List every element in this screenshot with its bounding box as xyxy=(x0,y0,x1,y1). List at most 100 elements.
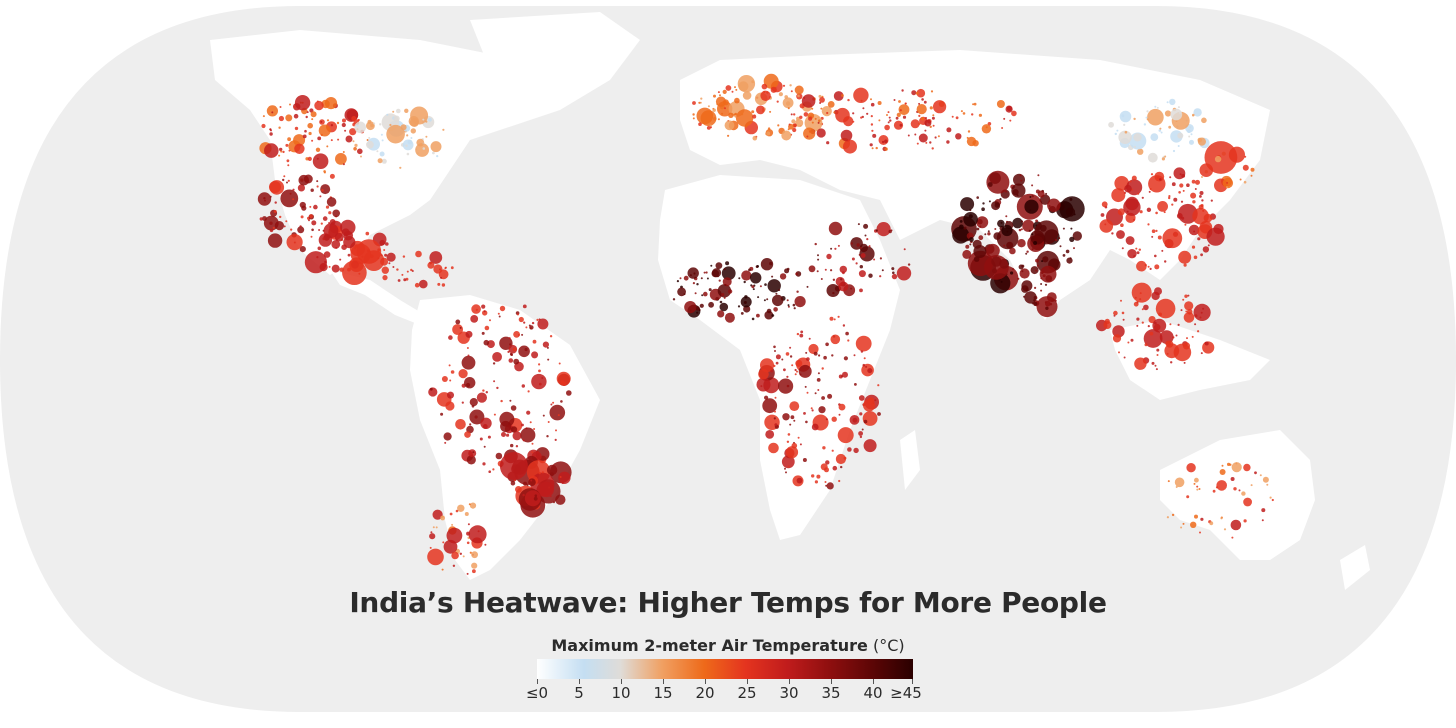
city-dot xyxy=(868,245,871,248)
city-dot xyxy=(1173,167,1186,180)
city-dot xyxy=(1020,220,1024,223)
city-dot xyxy=(878,119,881,122)
city-dot xyxy=(751,285,755,289)
city-dot xyxy=(760,385,763,388)
city-dot xyxy=(705,271,708,274)
city-dot xyxy=(1184,301,1194,311)
city-dot xyxy=(560,400,563,403)
city-dot xyxy=(752,114,757,119)
city-dot xyxy=(799,115,803,120)
city-dot xyxy=(328,211,332,215)
city-dot xyxy=(984,233,987,236)
city-dot xyxy=(1193,303,1211,321)
city-dot xyxy=(515,445,519,448)
legend-label: Maximum 2-meter Air Temperature (°C) xyxy=(0,636,1456,655)
city-dot xyxy=(972,103,975,106)
tick-label-35: 35 xyxy=(821,684,841,702)
city-dot xyxy=(472,569,476,574)
city-dot xyxy=(406,152,410,156)
city-dot xyxy=(365,231,370,236)
city-dot xyxy=(461,401,464,404)
city-dot xyxy=(767,127,771,130)
city-dot xyxy=(286,234,303,251)
city-dot xyxy=(406,134,409,137)
city-dot xyxy=(817,254,819,257)
city-dot xyxy=(806,285,809,288)
city-dot xyxy=(1145,116,1148,119)
city-dot xyxy=(433,264,443,274)
city-dot xyxy=(888,229,892,234)
city-dot xyxy=(500,399,503,403)
city-dot xyxy=(1196,485,1199,488)
city-dot xyxy=(269,180,285,195)
city-dot xyxy=(1137,148,1144,155)
tick-mark xyxy=(747,679,748,684)
city-dot xyxy=(1118,351,1120,354)
city-dot xyxy=(1154,254,1157,258)
city-dot xyxy=(1121,247,1124,250)
city-dot xyxy=(929,141,932,144)
city-dot xyxy=(831,449,834,452)
city-dot xyxy=(481,331,485,335)
city-dot xyxy=(443,432,452,441)
city-dot xyxy=(1136,251,1140,255)
city-dot xyxy=(1139,210,1143,214)
city-dot xyxy=(966,136,977,147)
city-dot xyxy=(415,250,422,258)
city-dot xyxy=(918,133,928,143)
tick-label-45: ≥45 xyxy=(890,684,922,702)
city-dot xyxy=(1201,199,1204,202)
city-dot xyxy=(835,276,845,287)
city-dot xyxy=(538,471,541,475)
city-dot xyxy=(435,526,438,529)
city-dot xyxy=(461,355,476,370)
city-dot xyxy=(405,277,409,281)
city-dot xyxy=(1045,192,1048,195)
city-dot xyxy=(448,335,453,340)
city-dot xyxy=(450,266,454,270)
city-dot xyxy=(821,106,832,117)
city-dot xyxy=(554,438,557,441)
city-dot xyxy=(1006,105,1013,112)
city-dot xyxy=(1150,173,1154,176)
city-dot xyxy=(270,129,272,132)
city-dot xyxy=(955,133,962,140)
city-dot xyxy=(396,268,399,271)
city-dot xyxy=(1262,476,1269,483)
city-dot xyxy=(1190,521,1197,528)
city-dot xyxy=(831,416,837,422)
city-dot xyxy=(1122,318,1125,321)
city-dot xyxy=(1261,519,1264,522)
city-dot xyxy=(696,283,699,286)
tick-mark xyxy=(705,679,706,684)
city-dot xyxy=(1112,325,1125,338)
city-dot xyxy=(1046,292,1057,302)
city-dot xyxy=(1148,190,1151,193)
city-dot xyxy=(309,214,313,219)
city-dot xyxy=(329,173,335,179)
city-dot xyxy=(518,316,524,323)
city-dot xyxy=(406,270,409,273)
city-dot xyxy=(717,284,732,298)
city-dot xyxy=(787,433,791,436)
city-dot xyxy=(1035,269,1038,272)
city-dot xyxy=(319,195,322,198)
city-dot xyxy=(793,113,796,116)
city-dot xyxy=(547,358,550,361)
city-dot xyxy=(1187,294,1190,297)
city-dot xyxy=(1182,522,1185,525)
city-dot xyxy=(1021,285,1029,293)
city-dot xyxy=(791,119,796,124)
city-dot xyxy=(330,124,334,127)
city-dot xyxy=(1017,277,1020,280)
city-dot xyxy=(806,391,809,394)
city-dot xyxy=(797,436,800,439)
city-dot xyxy=(734,86,736,89)
city-dot xyxy=(293,103,301,111)
city-dot xyxy=(1024,291,1037,304)
city-dot xyxy=(334,232,344,242)
city-dot xyxy=(531,351,539,359)
city-dot xyxy=(1266,483,1269,486)
city-dot xyxy=(879,275,882,278)
city-dot xyxy=(719,302,729,312)
